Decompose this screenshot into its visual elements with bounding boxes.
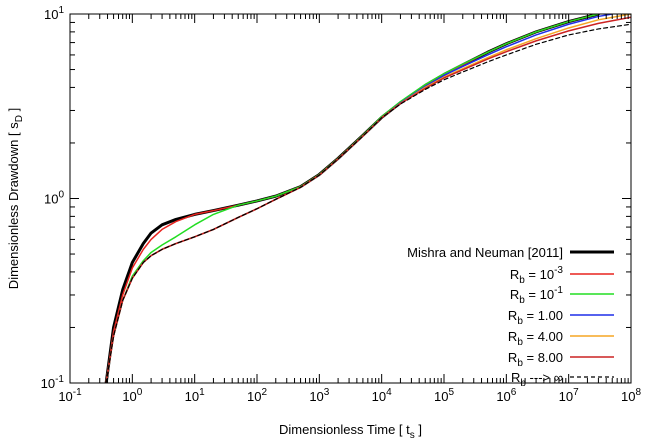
legend-label-5: Rb = 8.00 [508, 350, 563, 369]
x-tick-label: 107 [559, 387, 579, 404]
legend-label-part: R [510, 267, 519, 282]
legend-label-part: = 10 [525, 287, 554, 302]
legend-label-part: b [520, 378, 526, 389]
y-tick-base: 10 [44, 192, 58, 207]
x-tick-base: 10 [621, 389, 635, 404]
legend-label-0: Mishra and Neuman [2011] [407, 245, 563, 260]
legend-label-part: -1 [554, 285, 563, 296]
legend-label-part: Mishra and Neuman [2011] [407, 245, 563, 260]
y-axis-label-end: ] [6, 108, 21, 115]
y-tick-label: 100 [44, 190, 64, 207]
x-axis-label-end: ] [415, 422, 422, 437]
x-tick-exponent: -1 [73, 387, 82, 398]
x-tick-base: 10 [372, 389, 386, 404]
series-line-6 [105, 23, 631, 383]
x-tick-label: 105 [434, 387, 454, 404]
x-tick-label: 102 [247, 387, 267, 404]
x-tick-base: 10 [247, 389, 261, 404]
x-tick-exponent: 5 [448, 387, 454, 398]
y-axis-label: Dimensionless Drawdown [ sD ] [6, 108, 25, 289]
legend-label-3: Rb = 1.00 [508, 308, 563, 327]
x-tick-base: 10 [122, 389, 136, 404]
labels-layer: 10-1 100 101 102 103 104 105 106 107 10810-110010… [6, 5, 641, 441]
legend-label-part: b [519, 275, 525, 286]
legend-label-part: b [517, 358, 523, 369]
legend-label-2: Rb = 10-1 [510, 285, 564, 306]
legend-label-part: R [508, 329, 517, 344]
legend-label-part: = 10 [525, 267, 554, 282]
x-tick-base: 10 [434, 389, 448, 404]
x-tick-exponent: 0 [137, 387, 143, 398]
x-tick-exponent: 2 [261, 387, 267, 398]
legend-label-part: b [519, 295, 525, 306]
x-tick-base: 10 [559, 389, 573, 404]
legend-label-part: R [510, 287, 519, 302]
y-axis-label-main: Dimensionless Drawdown [ s [6, 122, 21, 289]
x-tick-base: 10 [185, 389, 199, 404]
legend: Mishra and Neuman [2011]Rb = 10-3Rb = 10… [407, 245, 614, 389]
y-tick-label: 10-1 [41, 374, 65, 391]
x-axis-label: Dimensionless Time [ ts ] [279, 422, 422, 441]
legend-label-part: R [508, 308, 517, 323]
legend-label-part: b [517, 337, 523, 348]
x-tick-exponent: 7 [573, 387, 579, 398]
y-axis-label-sub: D [14, 115, 25, 122]
x-tick-label: 106 [496, 387, 516, 404]
legend-label-part: = 4.00 [523, 329, 563, 344]
x-tick-label: 101 [185, 387, 205, 404]
legend-label-part: R [508, 350, 517, 365]
legend-label-4: Rb = 4.00 [508, 329, 563, 348]
axes-layer [69, 13, 632, 384]
legend-label-part: = 8.00 [523, 350, 563, 365]
x-tick-exponent: 6 [511, 387, 517, 398]
legend-label-6: Rb ---> ∞ [511, 370, 563, 389]
legend-label-part: b [517, 316, 523, 327]
x-tick-label: 100 [122, 387, 142, 404]
legend-label-part: R [511, 370, 520, 385]
x-tick-label: 108 [621, 387, 641, 404]
y-tick-base: 10 [44, 7, 58, 22]
x-tick-label: 10-1 [58, 387, 82, 404]
x-tick-exponent: 8 [635, 387, 641, 398]
legend-label-part: = 1.00 [523, 308, 563, 323]
x-tick-exponent: 3 [324, 387, 330, 398]
x-tick-base: 10 [58, 389, 72, 404]
y-tick-label: 101 [44, 5, 64, 22]
legend-label-1: Rb = 10-3 [510, 265, 564, 286]
y-tick-base: 10 [41, 376, 55, 391]
y-tick-exponent: 0 [58, 190, 64, 201]
x-tick-exponent: 1 [199, 387, 205, 398]
x-tick-base: 10 [309, 389, 323, 404]
legend-label-part: -3 [554, 265, 563, 276]
y-tick-exponent: -1 [55, 374, 64, 385]
series-layer [104, 14, 631, 383]
y-tick-exponent: 1 [58, 5, 64, 16]
x-tick-label: 103 [309, 387, 329, 404]
x-tick-label: 104 [372, 387, 392, 404]
x-axis-label-sub: s [410, 430, 415, 441]
legend-label-part: ---> ∞ [526, 370, 563, 385]
x-tick-exponent: 4 [386, 387, 392, 398]
x-axis-label-main: Dimensionless Time [ t [279, 422, 410, 437]
x-tick-base: 10 [496, 389, 510, 404]
